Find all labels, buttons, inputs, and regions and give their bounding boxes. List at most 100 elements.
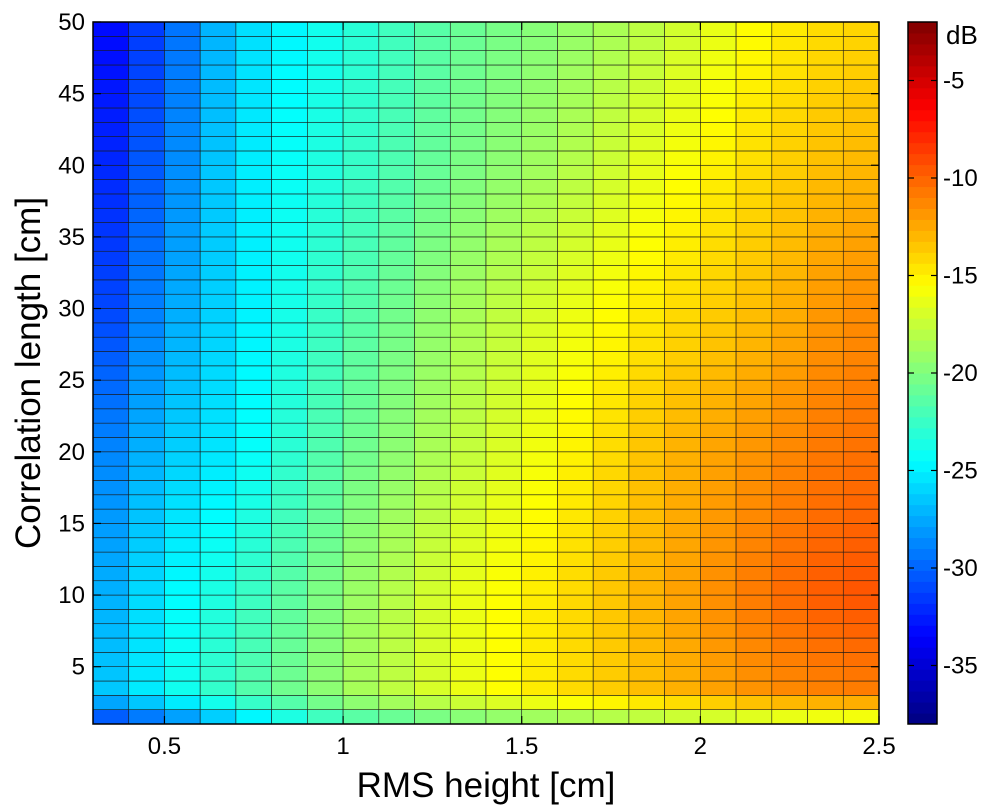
heatmap-cell (628, 709, 665, 725)
heatmap-cell (378, 222, 415, 238)
heatmap-cell (592, 580, 630, 596)
heatmap-cell (378, 623, 415, 639)
heatmap-cell (842, 652, 880, 667)
heatmap-cell (92, 365, 130, 381)
heatmap-cell (700, 36, 737, 51)
heatmap-cell (449, 623, 487, 639)
heatmap-cell (628, 437, 665, 453)
heatmap-cell (700, 121, 737, 137)
heatmap-cell (307, 207, 344, 223)
heatmap-cell (449, 652, 487, 667)
heatmap-cell (271, 523, 308, 539)
heatmap-cell (235, 79, 272, 94)
heatmap-cell (271, 322, 308, 338)
heatmap-cell (414, 79, 451, 94)
heatmap-cell (485, 537, 523, 553)
heatmap-cell (271, 136, 308, 152)
heatmap-cell (700, 21, 737, 37)
colorbar-swatch (908, 570, 937, 582)
heatmap-cell (521, 523, 558, 539)
heatmap-cell (771, 164, 808, 180)
heatmap-cell (414, 523, 451, 539)
heatmap-cell (128, 36, 165, 51)
heatmap-cell (307, 494, 344, 510)
plot-frame (92, 21, 880, 725)
heatmap-cell (557, 465, 594, 481)
heatmap-cell (557, 666, 594, 682)
heatmap-cell (700, 136, 737, 152)
heatmap-cell (342, 64, 380, 80)
heatmap-cell (449, 279, 487, 295)
heatmap-cell (592, 408, 630, 424)
heatmap-cell (128, 322, 165, 338)
heatmap-cell (700, 164, 737, 180)
heatmap-cell (700, 250, 737, 266)
heatmap-cell (664, 379, 701, 395)
heatmap-cell (271, 451, 308, 467)
heatmap-cell (271, 637, 308, 653)
heatmap-cell (342, 265, 380, 281)
heatmap-cell (807, 322, 844, 338)
heatmap-cell (307, 465, 344, 481)
heatmap-cell (342, 508, 380, 524)
heatmap-cell (735, 680, 773, 696)
heatmap-cell (235, 394, 272, 410)
heatmap-cell (164, 293, 201, 309)
heatmap-cell (449, 351, 487, 367)
heatmap-cell (735, 351, 773, 367)
heatmap-cell (592, 551, 630, 567)
heatmap-cell (771, 594, 808, 610)
heatmap-cell (342, 21, 380, 37)
heatmap-cell (700, 451, 737, 467)
heatmap-cell (307, 580, 344, 596)
heatmap-cell (307, 508, 344, 524)
heatmap-cell (771, 351, 808, 367)
heatmap-cell (700, 494, 737, 510)
heatmap-cell (557, 623, 594, 639)
heatmap-cell (307, 265, 344, 281)
heatmap-cell (414, 494, 451, 510)
heatmap-cell (628, 193, 665, 209)
heatmap-cell (557, 437, 594, 453)
colorbar-swatch (908, 274, 937, 286)
heatmap-cell (735, 523, 773, 539)
colorbar-swatch (908, 164, 937, 177)
heatmap-cell (842, 64, 880, 80)
heatmap-cell (700, 480, 737, 496)
heatmap-cell (307, 394, 344, 410)
heatmap-cell (92, 322, 130, 338)
heatmap-cell (735, 93, 773, 109)
heatmap-cell (271, 121, 308, 137)
heatmap-cell (342, 465, 380, 481)
heatmap-cell (378, 93, 415, 109)
heatmap-cell (164, 121, 201, 137)
y-axis-label: Correlation length [cm] (9, 197, 48, 549)
heatmap-cell (771, 150, 808, 166)
heatmap-cell (92, 594, 130, 610)
heatmap-cell (807, 222, 844, 238)
heatmap-cell (521, 594, 558, 610)
heatmap-cell (449, 21, 487, 37)
heatmap-cell (700, 537, 737, 553)
heatmap-cell (521, 408, 558, 424)
heatmap-cell (485, 523, 523, 539)
heatmap-cell (592, 136, 630, 152)
heatmap-cell (92, 250, 130, 266)
heatmap-cell (199, 351, 237, 367)
heatmap-cell (271, 379, 308, 395)
heatmap-cell (664, 523, 701, 539)
heatmap-cell (735, 480, 773, 496)
heatmap-cell (378, 594, 415, 610)
heatmap-cell (664, 351, 701, 367)
heatmap-cell (557, 379, 594, 395)
heatmap-cell (128, 666, 165, 682)
heatmap-cell (735, 465, 773, 481)
heatmap-cell (485, 666, 523, 682)
y-axis: 5 10 15 20 25 30 35 40 45 50 (58, 9, 879, 681)
heatmap-cell (628, 21, 665, 37)
heatmap-cell (664, 508, 701, 524)
colorbar-swatch (908, 98, 937, 111)
heatmap-cell (700, 623, 737, 639)
heatmap-cell (592, 480, 630, 496)
heatmap-cell (92, 408, 130, 424)
